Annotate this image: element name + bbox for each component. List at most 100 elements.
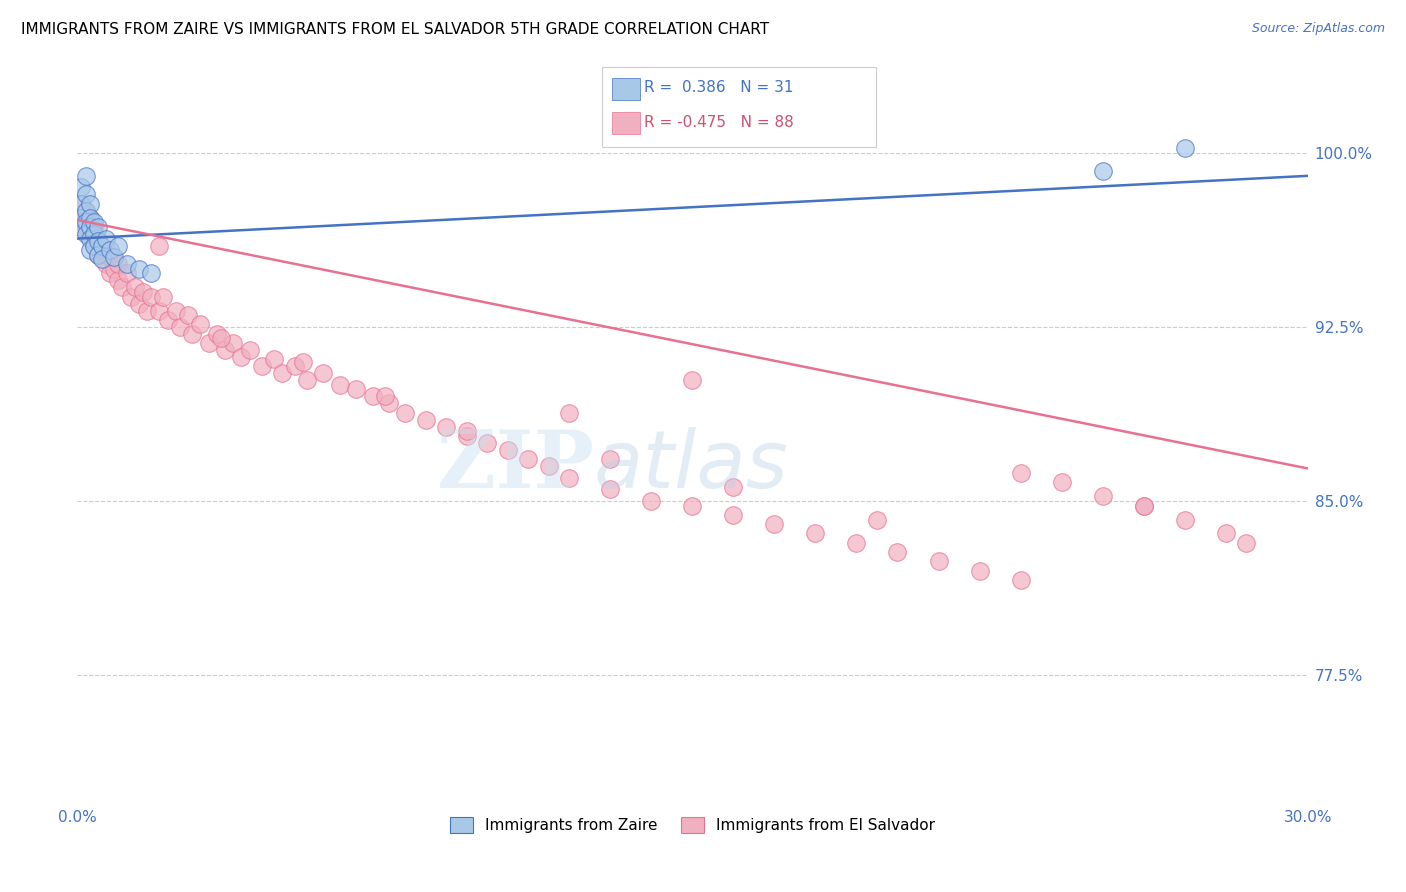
Point (378, 396, 401, 410)
Point (156, 313, 179, 327)
Point (845, 535, 868, 549)
Point (214, 343, 236, 357)
Point (1010, 573, 1032, 587)
Point (1174, 512, 1197, 526)
Point (94, 231, 117, 245)
Point (599, 483, 621, 497)
Point (79, 243, 101, 257)
Point (115, 257, 138, 271)
Point (284, 359, 307, 374)
Point (1132, 499, 1154, 513)
Point (374, 389, 396, 403)
Point (181, 326, 204, 341)
Point (70, 180, 93, 194)
Point (886, 545, 908, 559)
Point (83, 215, 105, 229)
Point (90, 252, 114, 267)
Text: Source: ZipAtlas.com: Source: ZipAtlas.com (1251, 22, 1385, 36)
Point (98, 266, 121, 280)
Point (124, 280, 146, 294)
Point (344, 383, 367, 397)
Point (79, 196, 101, 211)
Point (271, 366, 294, 380)
Point (436, 419, 458, 434)
Point (415, 412, 437, 426)
Point (115, 266, 138, 280)
Point (103, 250, 125, 264)
Point (169, 319, 191, 334)
Point (103, 261, 125, 276)
Point (558, 471, 581, 485)
Point (70, 211, 93, 225)
Point (107, 273, 129, 287)
Point (177, 308, 200, 322)
Point (394, 406, 416, 420)
Point (75, 203, 97, 218)
Point (128, 261, 150, 276)
Point (75, 187, 97, 202)
Point (90, 243, 114, 257)
Point (83, 238, 105, 252)
Point (1050, 475, 1073, 490)
Point (87, 234, 110, 248)
Point (231, 350, 253, 364)
Point (83, 227, 105, 241)
Point (98, 243, 121, 257)
Point (477, 436, 499, 450)
Point (682, 499, 704, 513)
Point (90, 238, 114, 252)
Point (517, 452, 540, 467)
Point (1010, 466, 1032, 480)
Point (928, 554, 950, 568)
Point (148, 238, 170, 252)
Point (682, 373, 704, 387)
Point (188, 318, 212, 332)
Text: ZIP: ZIP (437, 427, 595, 506)
Point (79, 227, 101, 241)
Point (250, 359, 273, 374)
Point (866, 512, 889, 526)
Point (209, 331, 232, 345)
Point (83, 219, 105, 234)
Point (197, 336, 219, 351)
Point (70, 219, 93, 234)
Text: R = -0.475   N = 88: R = -0.475 N = 88 (644, 115, 794, 129)
Point (107, 238, 129, 252)
Point (79, 211, 101, 225)
Point (558, 406, 581, 420)
Point (75, 215, 97, 229)
Point (1132, 499, 1154, 513)
Point (640, 494, 662, 508)
Point (87, 231, 110, 245)
Point (94, 243, 117, 257)
Point (1091, 489, 1114, 503)
Point (295, 373, 318, 387)
Point (87, 248, 110, 262)
Point (496, 442, 519, 457)
Text: atlas: atlas (595, 427, 789, 506)
Point (75, 169, 97, 183)
Point (70, 196, 93, 211)
Point (165, 303, 187, 318)
Point (291, 354, 314, 368)
Point (107, 257, 129, 271)
Point (723, 508, 745, 522)
Point (599, 452, 621, 467)
Point (83, 238, 105, 252)
Legend: Immigrants from Zaire, Immigrants from El Salvador: Immigrants from Zaire, Immigrants from E… (444, 811, 941, 839)
Point (1215, 526, 1237, 541)
Point (79, 219, 101, 234)
Point (1091, 164, 1114, 178)
Point (70, 211, 93, 225)
Point (969, 564, 991, 578)
Point (75, 219, 97, 234)
Point (456, 424, 478, 438)
Point (205, 326, 228, 341)
Text: IMMIGRANTS FROM ZAIRE VS IMMIGRANTS FROM EL SALVADOR 5TH GRADE CORRELATION CHART: IMMIGRANTS FROM ZAIRE VS IMMIGRANTS FROM… (21, 22, 769, 37)
Point (239, 343, 262, 357)
Point (152, 290, 174, 304)
Point (141, 290, 163, 304)
Point (763, 517, 786, 532)
Point (312, 366, 335, 380)
Point (132, 285, 155, 299)
